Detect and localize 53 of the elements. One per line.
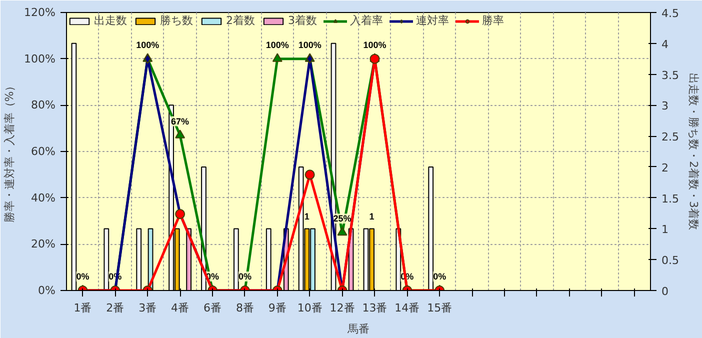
y2-tick-label: 0 <box>662 285 668 298</box>
y2-tick-label: 4.5 <box>662 7 679 20</box>
y-tick-label: 60% <box>31 145 56 158</box>
x-tick-label: 10番 <box>297 302 322 314</box>
x-tick-label: 9番 <box>268 302 286 314</box>
y2-axis-title: 出走数・勝ち数・2着数・3着数 <box>686 73 700 230</box>
x-axis-title: 馬番 <box>346 322 370 336</box>
data-label: 100% <box>136 40 160 50</box>
x-tick-label: 12番 <box>330 302 355 314</box>
data-label: 100% <box>298 40 322 50</box>
x-tick-label: 8番 <box>236 302 254 314</box>
x-tick-label: 14番 <box>394 302 420 314</box>
data-label: 0% <box>433 272 446 282</box>
x-tick-label: 2番 <box>106 302 124 314</box>
y2-tick-label: 3.5 <box>662 68 679 82</box>
legend-label: 2着数 <box>226 13 255 28</box>
y2-tick-label: 3 <box>662 100 668 113</box>
y2-tick-label: 2.5 <box>662 130 679 144</box>
data-label: 1 <box>369 212 374 222</box>
y2-tick-label: 4 <box>662 38 668 51</box>
legend-label: 入着率 <box>350 13 383 28</box>
y-tick-label: 120% <box>24 6 56 19</box>
y-axis-title: 勝率・連対率・入着率（%） <box>3 80 16 223</box>
data-label: 1 <box>304 212 310 222</box>
legend-label: 3着数 <box>288 13 317 28</box>
point <box>337 226 348 236</box>
x-tick-label: 4番 <box>171 302 190 314</box>
point <box>272 53 282 62</box>
data-label: 67% <box>171 116 190 126</box>
legend-label: 連対率 <box>416 13 449 28</box>
data-label: 100% <box>266 40 289 50</box>
data-label: 0% <box>238 272 252 282</box>
legend-label: 出走数 <box>94 13 127 28</box>
y2-tick-label: 2 <box>662 161 668 174</box>
point <box>175 130 186 138</box>
x-tick-label: 13番 <box>362 302 388 314</box>
x-tick-label: 6番 <box>204 302 222 314</box>
y-tick-label: 20% <box>31 238 56 251</box>
y-tick-label: 80% <box>31 98 56 112</box>
x-tick-label: 3番 <box>138 302 157 314</box>
x-tick-label: 15番 <box>427 302 452 314</box>
legend-label: 勝率 <box>482 13 504 28</box>
y2-tick-label: 1 <box>662 223 668 236</box>
data-label: 100% <box>363 40 386 50</box>
y-tick-label: 0% <box>38 284 56 297</box>
legend-label: 勝ち数 <box>160 13 193 28</box>
y-tick-label: 100% <box>24 52 56 66</box>
data-label: 25% <box>333 214 352 224</box>
y2-tick-label: 0.5 <box>662 254 679 268</box>
y-tick-label: 40% <box>31 191 56 204</box>
x-tick-label: 1番 <box>74 302 92 314</box>
y2-tick-label: 1.5 <box>662 192 679 206</box>
data-label: 0% <box>76 272 90 282</box>
